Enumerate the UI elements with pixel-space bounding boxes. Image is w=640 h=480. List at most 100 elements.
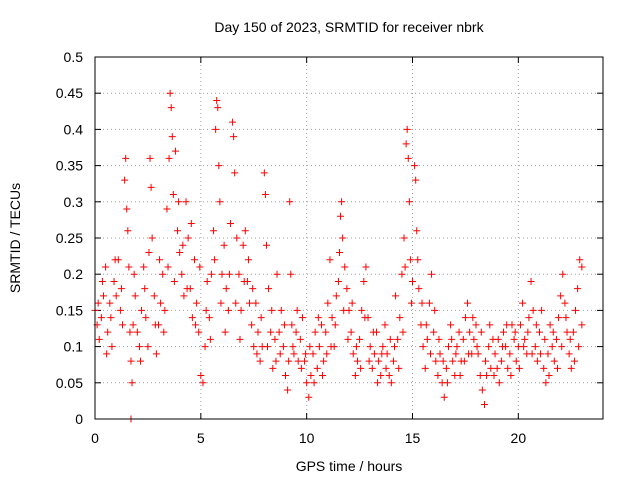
data-point <box>235 270 243 278</box>
data-point <box>426 350 434 358</box>
data-point <box>296 335 304 343</box>
data-point <box>122 154 130 162</box>
data-point <box>214 104 222 112</box>
data-point <box>452 350 460 358</box>
data-point <box>225 270 233 278</box>
data-point <box>472 321 480 329</box>
data-point <box>249 285 257 293</box>
data-point <box>202 306 210 314</box>
data-point <box>190 256 198 264</box>
data-point <box>545 372 553 380</box>
data-point <box>562 314 570 322</box>
data-point <box>500 328 508 336</box>
data-point <box>276 350 284 358</box>
data-point <box>286 198 294 206</box>
data-point <box>431 306 439 314</box>
x-axis-label: GPS time / hours <box>296 458 403 474</box>
data-point <box>347 328 355 336</box>
data-point <box>443 379 451 387</box>
data-point <box>382 364 390 372</box>
data-point <box>473 343 481 351</box>
data-point <box>193 299 201 307</box>
data-point <box>362 263 370 271</box>
y-tick-label: 0.5 <box>64 49 84 65</box>
data-point <box>494 335 502 343</box>
data-point <box>196 263 204 271</box>
data-point <box>550 357 558 365</box>
data-point <box>485 343 493 351</box>
data-point <box>381 321 389 329</box>
data-point <box>558 343 566 351</box>
data-point <box>210 227 218 235</box>
data-point <box>407 299 415 307</box>
data-point <box>230 133 238 141</box>
data-point <box>379 343 387 351</box>
data-point <box>98 277 106 285</box>
data-point <box>180 292 188 300</box>
data-point <box>442 364 450 372</box>
y-tick-label: 0.4 <box>64 121 84 137</box>
data-point <box>179 241 187 249</box>
data-point <box>404 154 412 162</box>
data-point <box>566 335 574 343</box>
data-point <box>137 357 145 365</box>
data-point <box>497 357 505 365</box>
data-point <box>360 277 368 285</box>
data-point <box>218 270 226 278</box>
data-point <box>307 372 315 380</box>
data-point <box>294 357 302 365</box>
data-point <box>212 125 220 133</box>
data-point <box>396 314 404 322</box>
data-point <box>306 343 314 351</box>
data-point <box>303 379 311 387</box>
data-point <box>332 292 340 300</box>
data-point <box>142 314 150 322</box>
data-point <box>244 256 252 264</box>
data-point <box>110 277 118 285</box>
data-point <box>512 357 520 365</box>
data-point <box>170 277 178 285</box>
y-tick-label: 0.1 <box>64 339 84 355</box>
data-point <box>130 270 138 278</box>
data-point <box>156 256 164 264</box>
data-point <box>133 328 141 336</box>
data-point <box>257 314 265 322</box>
data-point <box>377 372 385 380</box>
data-point <box>519 299 527 307</box>
data-point <box>126 328 134 336</box>
data-point <box>374 379 382 387</box>
data-point <box>455 328 463 336</box>
data-point <box>338 198 346 206</box>
x-tick-label: 20 <box>511 430 527 446</box>
plot-frame <box>94 56 604 420</box>
data-point <box>292 328 300 336</box>
data-point <box>140 263 148 271</box>
data-point <box>207 270 215 278</box>
data-point <box>182 198 190 206</box>
data-point <box>106 299 114 307</box>
data-point <box>538 306 546 314</box>
data-point <box>406 256 414 264</box>
data-point <box>103 350 111 358</box>
data-point <box>119 321 127 329</box>
data-point <box>436 350 444 358</box>
data-point <box>343 285 351 293</box>
data-point <box>201 343 209 351</box>
data-point <box>305 393 313 401</box>
data-point <box>414 256 422 264</box>
data-point <box>531 343 539 351</box>
data-point <box>310 379 318 387</box>
data-point <box>297 364 305 372</box>
data-point <box>563 328 571 336</box>
data-point <box>108 343 116 351</box>
data-point <box>94 299 102 307</box>
data-point <box>348 299 356 307</box>
data-point <box>428 270 436 278</box>
data-point <box>206 335 214 343</box>
data-point <box>145 248 153 256</box>
data-point <box>262 241 270 249</box>
data-point <box>487 364 495 372</box>
data-point <box>216 198 224 206</box>
data-point <box>271 335 279 343</box>
